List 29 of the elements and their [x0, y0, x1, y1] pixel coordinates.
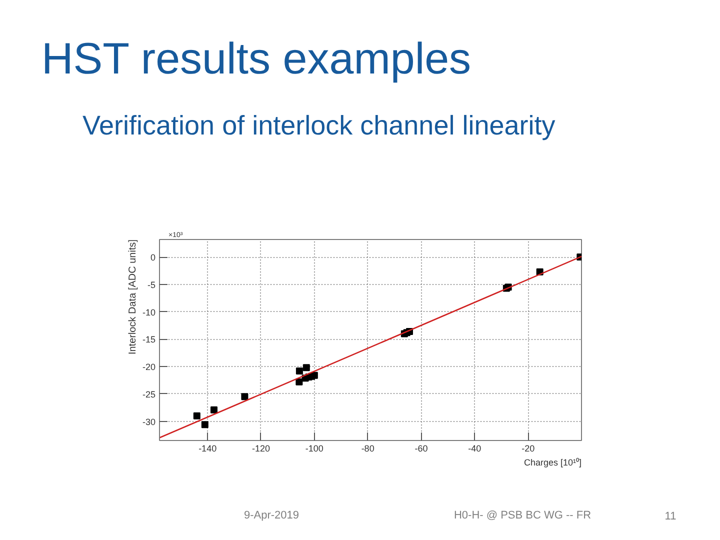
x-axis-title: Charges [10¹⁰]: [524, 458, 582, 468]
y-tick-label: 0: [150, 252, 156, 263]
text: 11: [664, 510, 676, 522]
x-tick-label: -120: [252, 444, 270, 454]
y-axis-title: Interlock Data [ADC units]: [128, 239, 138, 355]
point: [210, 406, 218, 414]
point: [296, 367, 303, 374]
y-tick-label: -25: [142, 389, 156, 400]
text: H0-H- @ PSB BC WG -- FR: [454, 510, 592, 522]
point: [193, 412, 200, 420]
y-tick-label: -5: [148, 280, 156, 290]
point: [296, 378, 303, 386]
chart-subtitle: Verification of interlock channel linearity: [82, 110, 556, 140]
x-tick-label: -100: [305, 444, 324, 454]
chart-title: HST results examples: [42, 34, 472, 84]
x-tick-label: -20: [522, 444, 535, 454]
point: [201, 421, 208, 428]
y-tick-label: -10: [142, 307, 156, 318]
x-tick-label: -60: [414, 444, 428, 454]
x-tick-label: -140: [198, 444, 217, 454]
point: [310, 372, 318, 379]
text: 9-Apr-2019: [244, 510, 300, 522]
y-tick-label: -20: [142, 362, 156, 372]
point: [302, 364, 310, 372]
y-tick-label: -15: [142, 334, 156, 345]
point: [241, 393, 248, 400]
y-tick-label: -30: [142, 416, 156, 427]
x-tick-label: -80: [361, 444, 374, 454]
x-tick-label: -40: [468, 444, 482, 454]
